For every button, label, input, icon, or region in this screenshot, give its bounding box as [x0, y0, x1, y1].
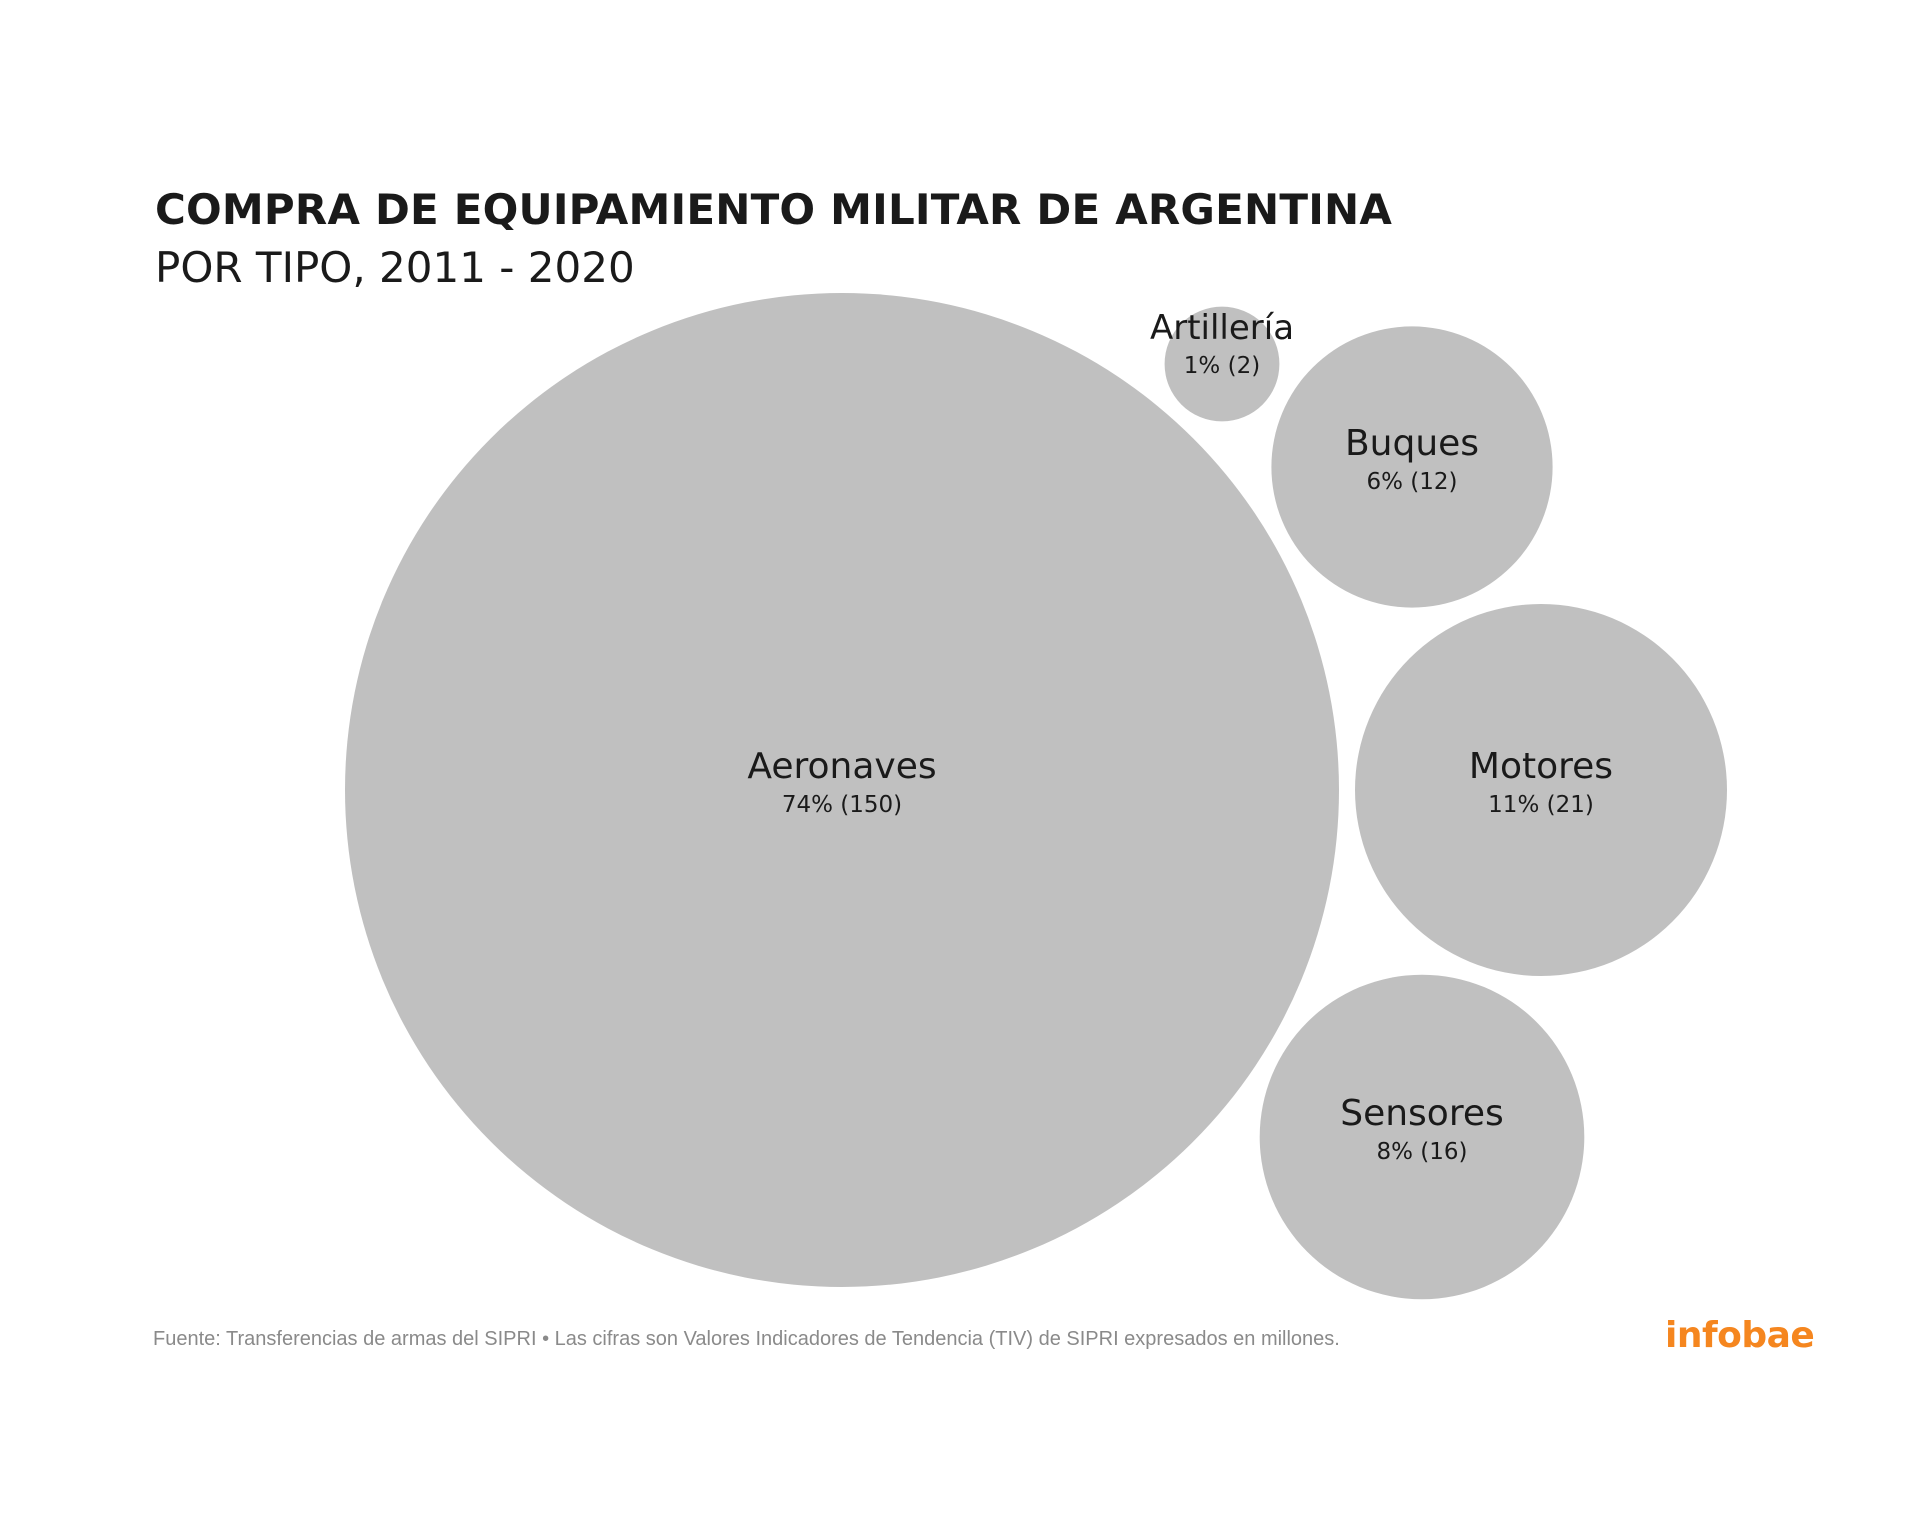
bubble-group-motores: Motores 11% (21)	[1355, 604, 1727, 976]
chart-subtitle: POR TIPO, 2011 - 2020	[155, 243, 635, 292]
bubble-value-buques: 6% (12)	[1366, 469, 1457, 495]
bubble-value-motores: 11% (21)	[1488, 792, 1594, 818]
bubble-value-artilleria: 1% (2)	[1184, 353, 1260, 379]
bubble-group-sensores: Sensores 8% (16)	[1259, 974, 1585, 1300]
bubble-name-artilleria: Artillería	[1150, 308, 1294, 348]
bubble-group-buques: Buques 6% (12)	[1271, 326, 1553, 608]
bubble-aeronaves	[345, 293, 1339, 1287]
infobae-logo: infobae	[1665, 1315, 1815, 1356]
source-note: Fuente: Transferencias de armas del SIPR…	[153, 1328, 1340, 1350]
bubble-value-sensores: 8% (16)	[1376, 1139, 1467, 1165]
bubble-motores	[1355, 604, 1727, 976]
bubble-name-buques: Buques	[1345, 423, 1479, 464]
bubble-name-sensores: Sensores	[1340, 1093, 1504, 1134]
bubble-name-aeronaves: Aeronaves	[747, 746, 936, 787]
chart-title: COMPRA DE EQUIPAMIENTO MILITAR DE ARGENT…	[155, 185, 1393, 234]
bubble-buques	[1271, 326, 1553, 608]
bubble-group-aeronaves: Aeronaves 74% (150)	[345, 293, 1339, 1287]
bubble-value-aeronaves: 74% (150)	[782, 792, 902, 818]
bubble-group-artilleria: Artillería 1% (2)	[1150, 306, 1294, 422]
bubble-sensores	[1259, 974, 1585, 1300]
bubble-name-motores: Motores	[1469, 746, 1613, 787]
bubble-artilleria	[1164, 306, 1280, 422]
